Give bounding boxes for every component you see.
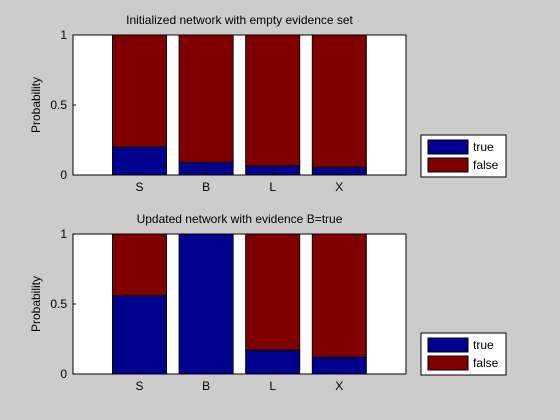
legend-swatch-true bbox=[427, 337, 469, 353]
bar-L-false bbox=[245, 233, 301, 351]
y-axis-label: Probability bbox=[29, 276, 43, 332]
y-tick-label-1: 1 bbox=[60, 227, 67, 241]
x-tick-label-S: S bbox=[135, 379, 143, 393]
bar-S-false bbox=[112, 233, 167, 297]
legend-swatch-false bbox=[427, 157, 469, 173]
y-tick-label-0: 0 bbox=[60, 168, 67, 182]
bar-group bbox=[112, 34, 367, 176]
bar-X-false bbox=[311, 233, 367, 358]
x-tick-label-S: S bbox=[135, 180, 143, 194]
legend-label-true: true bbox=[473, 140, 494, 154]
legend: true false bbox=[420, 332, 507, 376]
legend: true false bbox=[420, 134, 507, 178]
legend-label-true: true bbox=[473, 338, 494, 352]
bar-S-true bbox=[112, 295, 167, 375]
legend-label-false: false bbox=[473, 356, 499, 370]
subplot-updated: Updated network with evidence B=true Pro… bbox=[29, 212, 507, 393]
x-tick-label-L: L bbox=[269, 379, 276, 393]
legend-label-false: false bbox=[473, 158, 499, 172]
y-tick-label-0.5: 0.5 bbox=[50, 297, 67, 311]
x-tick-label-B: B bbox=[202, 180, 210, 194]
x-tick-label-L: L bbox=[269, 180, 276, 194]
bar-S-false bbox=[112, 34, 167, 148]
bar-group bbox=[112, 233, 367, 375]
bar-L-false bbox=[245, 34, 301, 167]
bar-X-false bbox=[311, 34, 367, 168]
x-tick-label-X: X bbox=[335, 379, 343, 393]
bar-L-true bbox=[245, 349, 301, 375]
x-tick-label-B: B bbox=[202, 379, 210, 393]
y-axis-label: Probability bbox=[29, 77, 43, 133]
x-tick-label-X: X bbox=[335, 180, 343, 194]
chart-title: Updated network with evidence B=true bbox=[137, 212, 343, 226]
legend-swatch-false bbox=[427, 355, 469, 371]
bar-B-false bbox=[178, 34, 234, 163]
bar-S-true bbox=[112, 146, 167, 176]
chart-title: Initialized network with empty evidence … bbox=[126, 13, 353, 27]
legend-swatch-true bbox=[427, 139, 469, 155]
y-tick-label-0.5: 0.5 bbox=[50, 98, 67, 112]
y-tick-label-0: 0 bbox=[60, 367, 67, 381]
bar-B-true bbox=[178, 233, 234, 375]
y-tick-label-1: 1 bbox=[60, 28, 67, 42]
subplot-initial: Initialized network with empty evidence … bbox=[29, 13, 507, 194]
